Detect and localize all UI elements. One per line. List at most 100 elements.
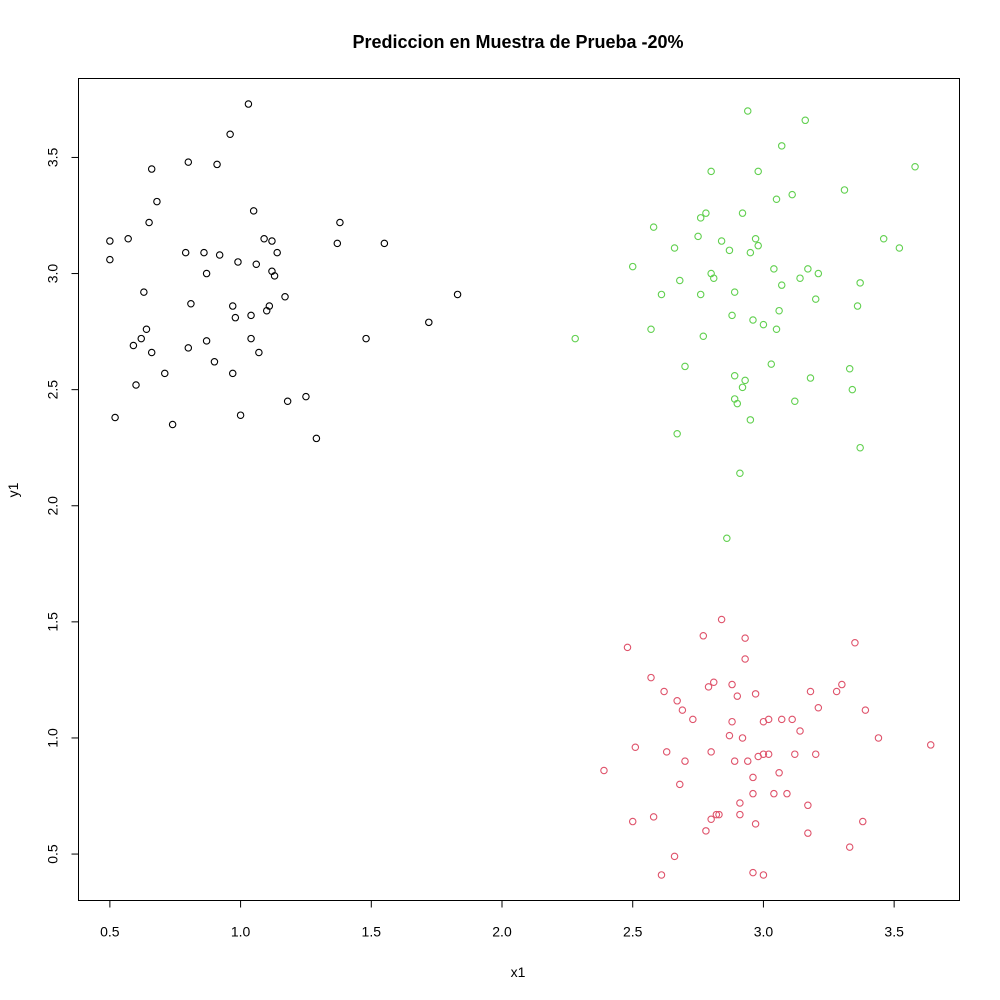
data-point	[751, 690, 760, 698]
data-point	[210, 358, 219, 366]
data-point	[728, 680, 736, 689]
series-2	[571, 107, 919, 543]
data-point	[832, 687, 841, 696]
data-point	[699, 332, 708, 340]
data-point	[777, 142, 786, 150]
data-point	[770, 265, 778, 273]
data-point	[730, 288, 739, 296]
data-point	[754, 241, 762, 250]
data-point	[736, 810, 744, 819]
data-point	[733, 692, 742, 700]
y-tick-label: 1.5	[44, 612, 60, 632]
data-point	[775, 769, 783, 777]
data-point	[662, 748, 671, 756]
data-point	[281, 293, 289, 301]
data-point	[746, 416, 755, 424]
data-point	[699, 632, 708, 640]
data-point	[202, 269, 211, 278]
data-point	[181, 248, 190, 257]
data-point	[741, 655, 749, 663]
data-point	[851, 639, 859, 647]
data-point	[856, 279, 864, 287]
data-point	[268, 237, 276, 245]
y-tick-label: 2.0	[44, 496, 60, 516]
data-point	[623, 643, 632, 652]
data-point	[215, 251, 224, 259]
data-point	[628, 262, 637, 271]
data-points	[106, 100, 935, 879]
data-point	[759, 320, 768, 329]
data-point	[754, 167, 762, 176]
data-point	[676, 780, 684, 789]
data-point	[861, 706, 870, 714]
data-point	[710, 678, 718, 686]
data-point	[142, 325, 151, 334]
data-point	[228, 369, 237, 378]
data-point	[796, 727, 804, 735]
data-point	[236, 411, 245, 419]
data-point	[247, 311, 255, 320]
data-point	[129, 341, 138, 350]
data-point	[730, 371, 739, 380]
data-point	[791, 750, 799, 758]
data-point	[571, 334, 579, 343]
data-point	[681, 362, 689, 371]
data-point	[859, 817, 867, 826]
data-point	[811, 750, 820, 758]
data-point	[895, 244, 904, 252]
data-point	[814, 704, 823, 712]
data-point	[670, 244, 679, 252]
y-tick-label: 0.5	[44, 844, 60, 864]
data-point	[600, 766, 608, 775]
x-tick-label: 1.0	[231, 924, 251, 940]
data-point	[848, 385, 857, 394]
data-point	[759, 871, 768, 879]
data-point	[153, 197, 161, 206]
data-point	[649, 813, 658, 821]
data-point	[749, 868, 757, 877]
data-point	[746, 248, 755, 257]
data-point	[717, 615, 726, 624]
data-point	[856, 443, 864, 452]
data-point	[111, 413, 119, 422]
data-point	[696, 290, 705, 299]
data-point	[670, 852, 679, 861]
data-point	[707, 167, 715, 176]
data-point	[788, 715, 796, 724]
data-point	[145, 218, 153, 227]
data-point	[631, 743, 640, 751]
y-axis-title: y1	[5, 482, 21, 497]
x-axis-title: x1	[511, 964, 526, 980]
data-point	[741, 376, 749, 385]
data-point	[302, 392, 310, 401]
data-point	[730, 757, 739, 765]
data-point	[772, 195, 781, 203]
data-point	[804, 801, 812, 810]
data-point	[702, 827, 710, 835]
data-point	[911, 162, 919, 171]
y-tick-label: 1.0	[44, 728, 60, 748]
data-point	[187, 299, 195, 308]
data-point	[791, 397, 799, 406]
data-point	[725, 731, 734, 740]
data-point	[147, 165, 156, 173]
data-point	[733, 399, 742, 408]
y-tick-label: 2.5	[44, 380, 60, 400]
data-point	[106, 255, 114, 264]
data-point	[647, 325, 655, 334]
data-point	[707, 815, 715, 823]
series-3	[600, 615, 935, 879]
x-tick-label: 3.5	[884, 924, 904, 940]
data-point	[657, 290, 666, 299]
data-point	[741, 634, 749, 642]
data-point	[333, 239, 342, 248]
x-axis: 0.5 1.0 1.5 2.0 2.5 3.0 3.5	[100, 900, 904, 940]
plot-frame	[78, 78, 960, 901]
data-point	[265, 302, 274, 310]
data-point	[453, 290, 462, 299]
data-point	[696, 214, 705, 222]
data-point	[811, 295, 820, 303]
data-point	[751, 820, 760, 828]
data-point	[255, 348, 263, 357]
